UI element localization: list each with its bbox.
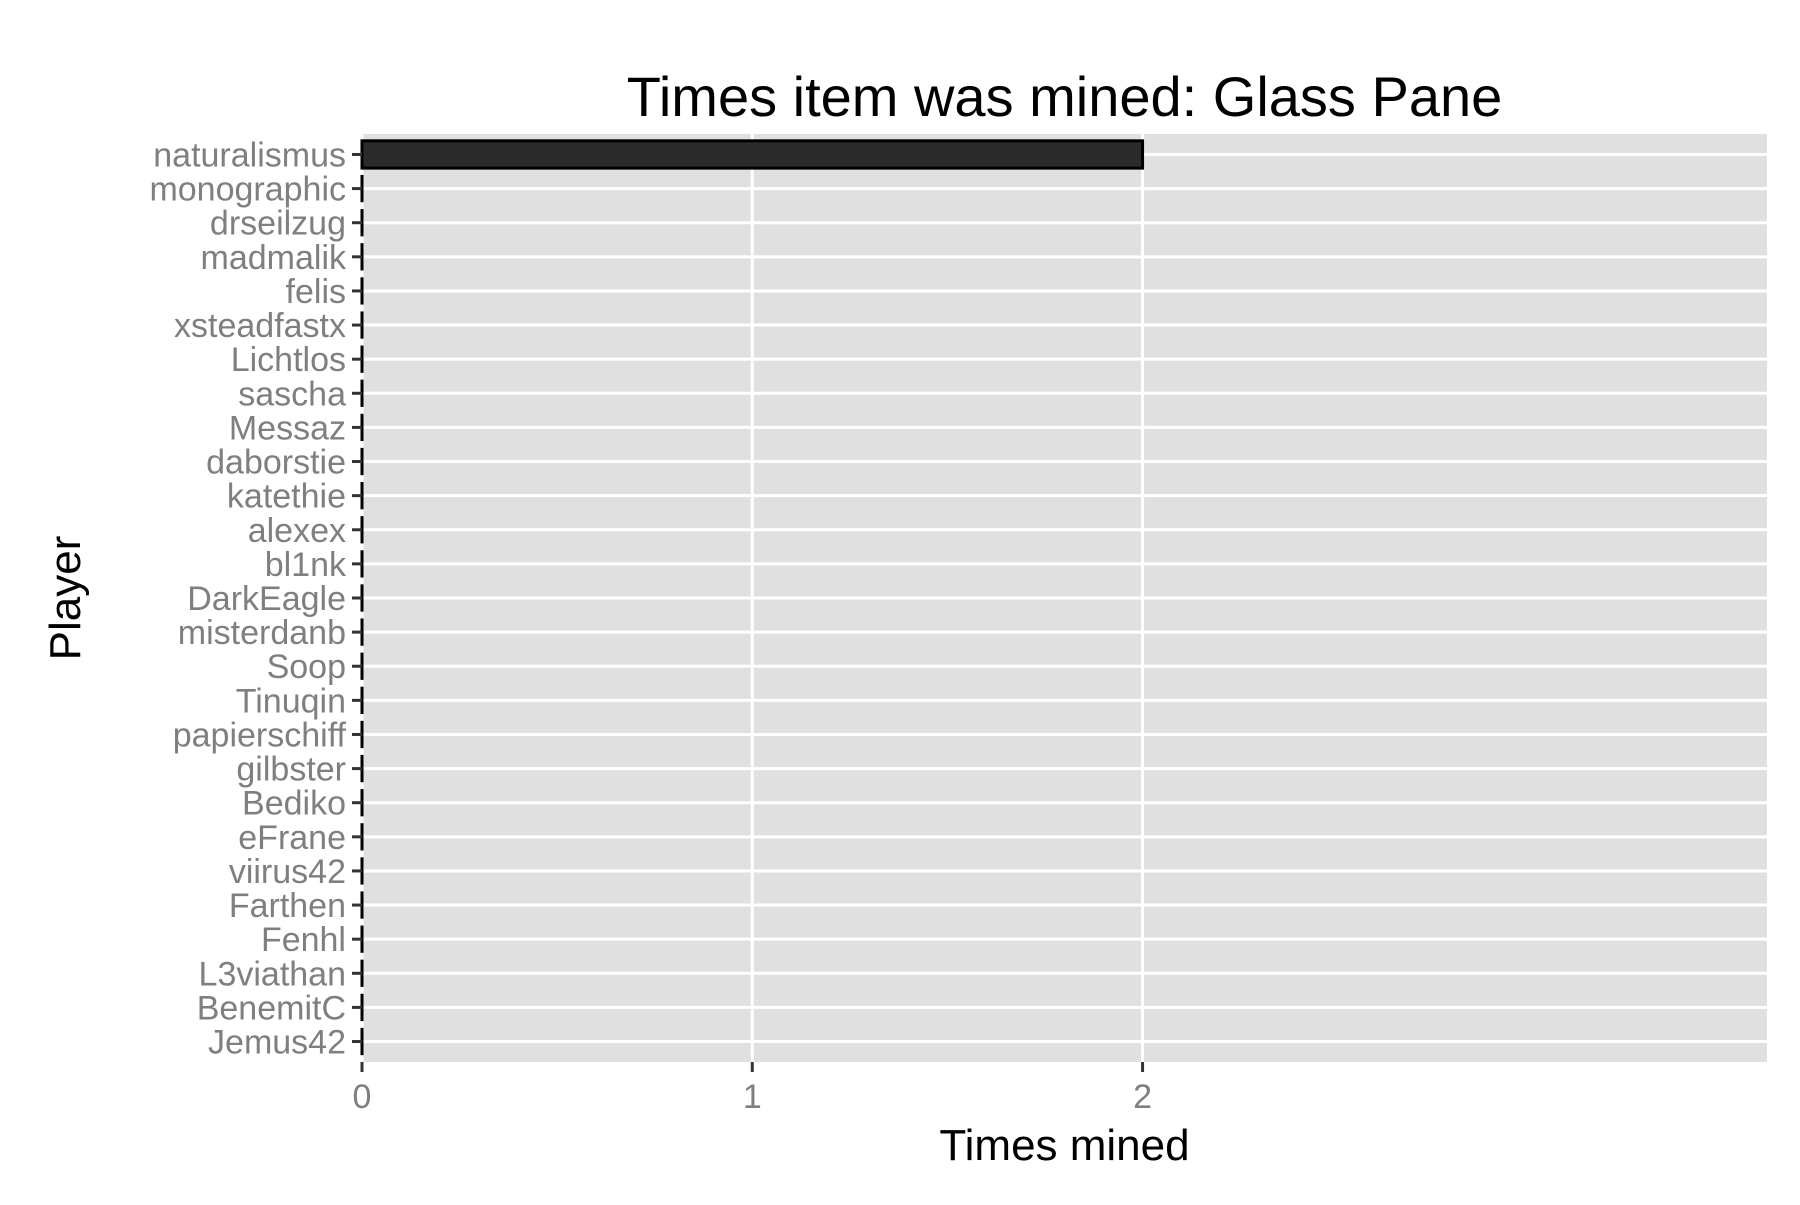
- y-tick-label: eFrane: [238, 819, 346, 857]
- y-tick-label: daborstie: [206, 444, 346, 482]
- y-tick-label: felis: [286, 273, 346, 311]
- y-tick-label: DarkEagle: [187, 580, 346, 618]
- y-tick-label: Lichtlos: [231, 341, 346, 379]
- y-tick-label: madmalik: [201, 239, 347, 277]
- y-tick-label: xsteadfastx: [174, 307, 346, 345]
- y-tick-label: Soop: [267, 648, 346, 686]
- y-tick-label: Fenhl: [261, 921, 346, 959]
- y-tick-label: Farthen: [229, 887, 346, 925]
- y-tick-label: Jemus42: [208, 1024, 346, 1062]
- y-tick-label: alexex: [248, 512, 346, 550]
- y-tick-label: misterdanb: [178, 614, 346, 652]
- y-tick-label: papierschiff: [173, 716, 347, 754]
- y-axis-title: Player: [41, 536, 90, 661]
- y-tick-label: Tinuqin: [236, 682, 346, 720]
- y-tick-label: katethie: [227, 478, 346, 516]
- y-tick-label: gilbster: [236, 751, 346, 789]
- x-tick-label: 0: [353, 1078, 372, 1116]
- x-tick-label: 1: [743, 1078, 762, 1116]
- x-axis-title: Times mined: [939, 1121, 1189, 1170]
- y-tick-label: BenemitC: [197, 989, 346, 1027]
- y-tick-label: Messaz: [229, 409, 346, 447]
- x-tick-label: 2: [1133, 1078, 1152, 1116]
- y-tick-label: drseilzug: [210, 205, 346, 243]
- y-tick-label: L3viathan: [199, 955, 346, 993]
- y-tick-label: viirus42: [229, 853, 346, 891]
- y-tick-label: bl1nk: [265, 546, 347, 584]
- y-tick-label: naturalismus: [153, 136, 346, 174]
- chart-title: Times item was mined: Glass Pane: [627, 65, 1503, 128]
- y-tick-label: sascha: [238, 375, 346, 413]
- y-tick-label: monographic: [149, 171, 346, 209]
- bar-naturalismus: [360, 139, 1145, 170]
- y-tick-label: Bediko: [242, 785, 346, 823]
